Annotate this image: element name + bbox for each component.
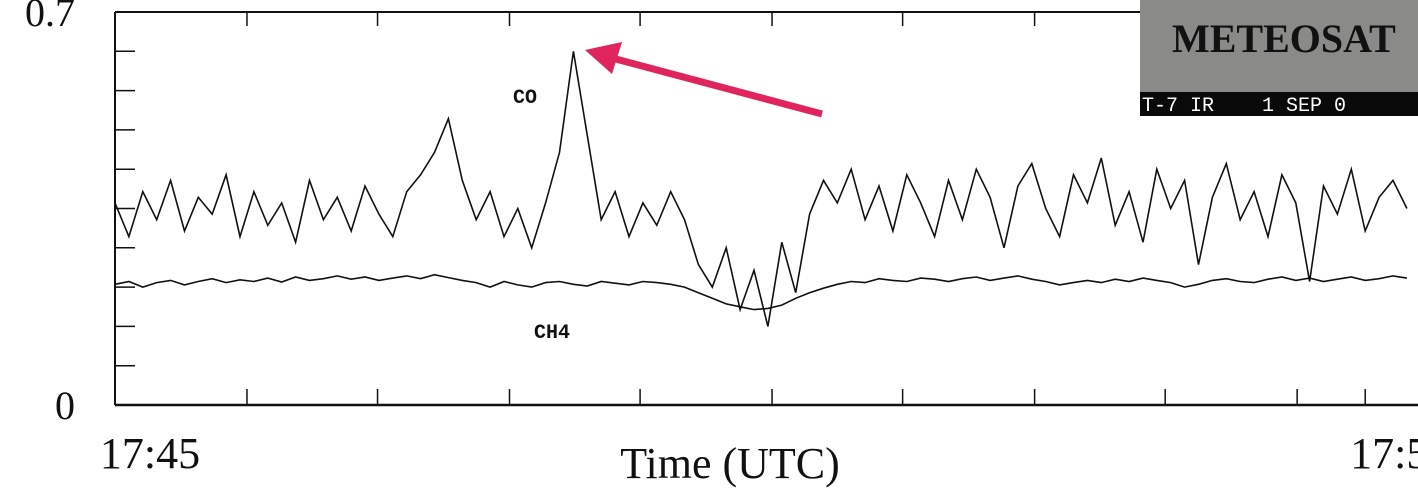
x-axis-label: Time (UTC) — [620, 439, 840, 488]
y-tick-label: 0 — [55, 383, 75, 428]
series-line — [114, 273, 1408, 311]
arrow-shaft — [611, 54, 823, 118]
satellite-inset: METEOSAT T-7 IR 1 SEP 0 — [1140, 0, 1418, 118]
arrow-head — [585, 42, 622, 74]
arrow — [585, 42, 823, 118]
x-tick-label: 17:45 — [100, 429, 200, 478]
series-line — [114, 51, 1408, 327]
inset-title: METEOSAT — [1172, 16, 1396, 61]
series-label: CH4 — [534, 322, 570, 345]
inset-caption: T-7 IR 1 SEP 0 — [1142, 95, 1346, 118]
inset-strip — [1140, 92, 1418, 116]
series-label: CO — [513, 87, 537, 110]
inset-image — [1140, 0, 1418, 92]
y-tick-label: 0.7 — [25, 0, 75, 35]
x-tick-label: 17:54 — [1350, 429, 1418, 478]
